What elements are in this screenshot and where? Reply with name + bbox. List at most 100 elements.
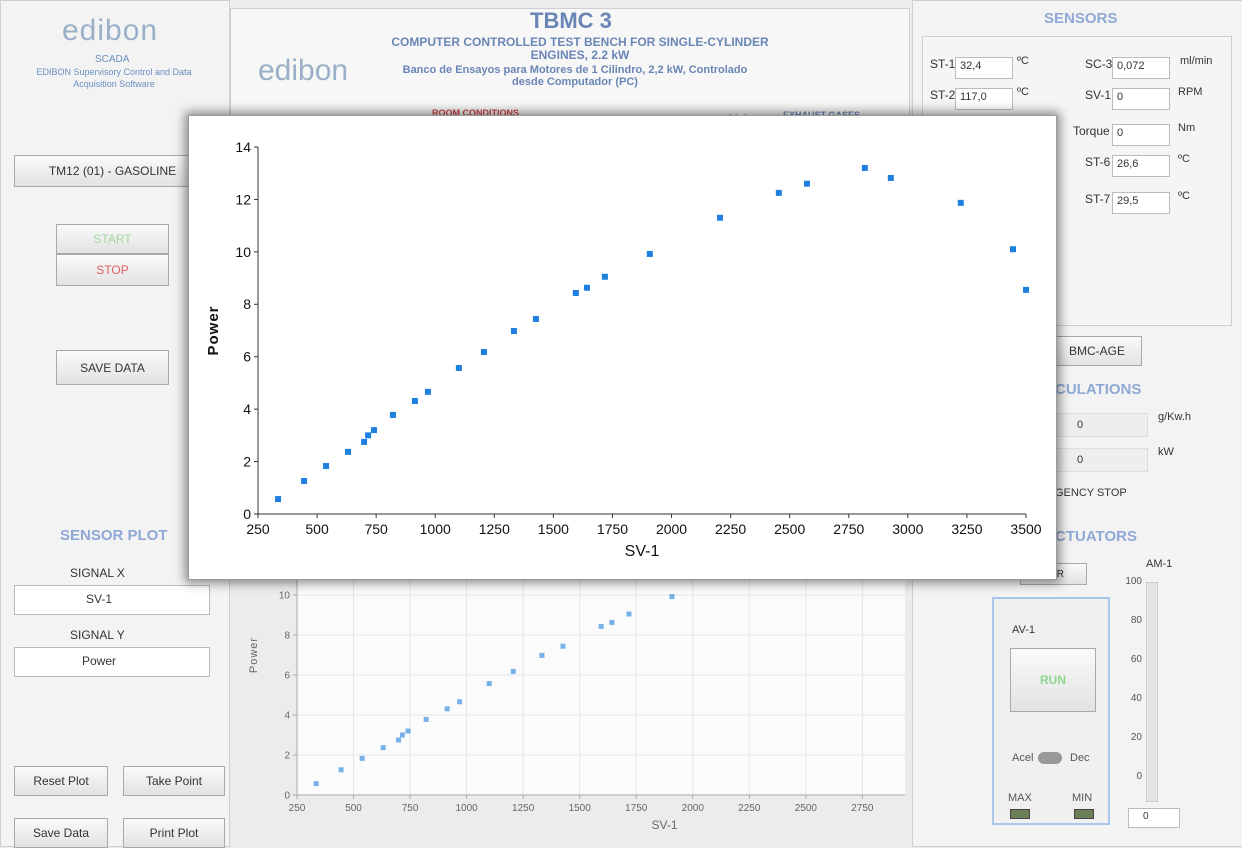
y-tick-label: 8 — [243, 296, 251, 312]
run-button[interactable]: RUN — [1010, 648, 1096, 712]
data-point — [803, 180, 810, 187]
tab-button[interactable]: BMC-AGE — [1052, 336, 1142, 366]
x-tick-label: 1000 — [455, 803, 478, 814]
data-point — [405, 728, 411, 734]
x-tick-label: 2500 — [795, 803, 818, 814]
bench-title: TBMC 3 — [530, 8, 612, 33]
sensor-value: 117,0 — [955, 88, 1013, 110]
sensor-unit: ºC — [1017, 55, 1029, 67]
x-tick-label: 2000 — [682, 803, 705, 814]
x-tick-label: 3250 — [951, 521, 982, 537]
data-point — [396, 737, 402, 743]
x-tick-label: 2750 — [833, 521, 864, 537]
calculations-title: CULATIONS — [1055, 381, 1142, 398]
signal-x-select[interactable]: SV-1 — [14, 585, 210, 615]
signal-y-select[interactable]: Power — [14, 647, 210, 677]
y-tick-label: 6 — [284, 671, 290, 682]
bench-subtitle: COMPUTER CONTROLLED TEST BENCH FOR SINGL… — [391, 35, 769, 62]
data-point — [716, 214, 723, 221]
data-point — [669, 594, 675, 600]
model-button[interactable]: TM12 (01) - GASOLINE — [14, 155, 211, 187]
data-point — [572, 290, 579, 297]
stop-button[interactable]: STOP — [56, 254, 169, 286]
plot-button[interactable]: Reset Plot — [14, 766, 108, 796]
y-tick-label: 10 — [279, 591, 291, 602]
data-point — [365, 432, 372, 439]
data-point — [399, 732, 405, 738]
data-point — [598, 623, 604, 629]
sensor-unit: RPM — [1178, 86, 1203, 98]
data-point — [423, 716, 429, 722]
data-point — [560, 643, 566, 649]
software-name: EDIBON Supervisory Control and Data Acqu… — [36, 67, 192, 89]
plot-button[interactable]: Print Plot — [123, 818, 225, 848]
y-tick-label: 2 — [243, 453, 251, 469]
x-tick-label: 1500 — [569, 803, 592, 814]
data-point — [1023, 286, 1029, 293]
start-button[interactable]: START — [56, 224, 169, 254]
calc-value: 0 — [1050, 413, 1148, 437]
header-logo: edibon — [258, 54, 349, 87]
sensor-value: 32,4 — [955, 57, 1013, 79]
x-tick-label: 2750 — [851, 803, 874, 814]
data-point — [457, 699, 463, 705]
y-tick-label: 8 — [284, 631, 290, 642]
data-point — [345, 448, 352, 455]
data-point — [626, 611, 632, 617]
y-tick-label: 6 — [243, 349, 251, 365]
x-tick-label: 3000 — [892, 521, 923, 537]
x-tick-label: 750 — [402, 803, 419, 814]
plot-button[interactable]: Save Data — [14, 818, 108, 848]
x-tick-label: 1250 — [479, 521, 510, 537]
data-point — [583, 284, 590, 291]
slider-tick: 80 — [1130, 615, 1142, 626]
data-point — [371, 427, 378, 434]
sensor-value: 0 — [1112, 124, 1170, 146]
x-tick-label: 3500 — [1010, 521, 1041, 537]
data-point — [861, 164, 868, 171]
data-point — [323, 463, 330, 470]
x-tick-label: 1750 — [597, 521, 628, 537]
x-tick-label: 1000 — [420, 521, 451, 537]
sensor-label: SC-3 — [1085, 57, 1113, 71]
data-point — [957, 199, 964, 206]
min-label: MIN — [1072, 792, 1093, 804]
sensor-label: ST-2 — [930, 88, 956, 102]
logo: edibon — [62, 14, 159, 47]
scada-label: SCADA — [95, 54, 130, 65]
acel-label: Acel — [1012, 752, 1034, 764]
x-axis-label: SV-1 — [651, 818, 677, 832]
slider-tick: 40 — [1130, 693, 1142, 704]
calc-unit: kW — [1158, 446, 1174, 458]
data-point — [775, 189, 782, 196]
save-data-button[interactable]: SAVE DATA — [56, 350, 169, 385]
emergency-stop: GENCY STOP — [1055, 487, 1127, 499]
data-point — [313, 781, 319, 787]
data-point — [646, 250, 653, 257]
x-tick-label: 250 — [289, 803, 306, 814]
y-tick-label: 12 — [235, 191, 251, 207]
data-point — [411, 398, 418, 405]
x-tick-label: 2250 — [738, 803, 761, 814]
sensor-unit: ºC — [1178, 190, 1190, 202]
y-tick-label: 14 — [235, 139, 251, 155]
data-point — [480, 348, 487, 355]
sensors-title: SENSORS — [1044, 10, 1118, 27]
data-point — [601, 273, 608, 280]
scatter-chart: 250 500 750 1000 1250 1500 1750 2000 2250 2500 275… — [205, 139, 1042, 560]
plot-button[interactable]: Take Point — [123, 766, 225, 796]
data-point — [380, 745, 386, 751]
y-tick-label: 2 — [284, 751, 290, 762]
sensor-plot-title: SENSOR PLOT — [60, 527, 168, 544]
calc-value: 0 — [1050, 448, 1148, 472]
x-tick-label: 500 — [305, 521, 329, 537]
sensor-value: 0,072 — [1112, 57, 1170, 79]
sensor-label: ST-7 — [1085, 192, 1111, 206]
sensor-unit: ml/min — [1180, 55, 1213, 67]
signal-x-label: SIGNAL X — [70, 566, 125, 580]
av-label: AV-1 — [1012, 624, 1036, 636]
data-point — [361, 438, 368, 445]
sensor-label: Torque — [1073, 124, 1110, 138]
slider-tick: 0 — [1136, 771, 1142, 782]
